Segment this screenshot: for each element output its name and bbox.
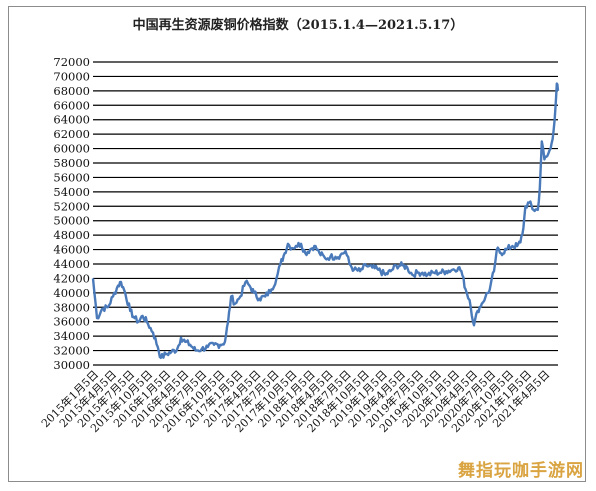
y-tick-label: 44000 <box>53 257 90 271</box>
y-tick-label: 72000 <box>53 55 90 69</box>
gridlines <box>93 61 558 366</box>
chart-title: 中国再生资源废铜价格指数（2015.1.4—2021.5.17） <box>132 18 464 33</box>
watermark-logo: 舞指玩咖手游网 <box>458 461 584 481</box>
y-tick-label: 38000 <box>53 300 90 314</box>
y-tick-label: 32000 <box>53 344 90 358</box>
y-tick-label: 36000 <box>53 315 90 329</box>
y-axis-tick-labels: 3000032000340003600038000400004200044000… <box>53 55 90 372</box>
y-tick-label: 34000 <box>53 329 90 343</box>
y-tick-label: 66000 <box>53 98 90 112</box>
y-tick-label: 68000 <box>53 84 90 98</box>
y-tick-label: 62000 <box>53 127 90 141</box>
y-tick-label: 42000 <box>53 271 90 285</box>
series-line <box>91 82 560 359</box>
y-tick-label: 64000 <box>53 113 90 127</box>
y-tick-label: 54000 <box>53 185 90 199</box>
y-tick-label: 70000 <box>53 69 90 83</box>
y-tick-label: 48000 <box>53 228 90 242</box>
y-tick-label: 40000 <box>53 286 90 300</box>
y-tick-label: 50000 <box>53 214 90 228</box>
y-tick-label: 52000 <box>53 199 90 213</box>
y-tick-label: 60000 <box>53 142 90 156</box>
y-tick-label: 58000 <box>53 156 90 170</box>
y-tick-label: 46000 <box>53 243 90 257</box>
y-tick-label: 30000 <box>53 358 90 372</box>
x-axis-tick-labels: 2015年1月5日2015年4月5日2015年7月5日2015年10月5日201… <box>38 367 552 435</box>
series-layer <box>91 82 560 359</box>
y-tick-label: 56000 <box>53 170 90 184</box>
